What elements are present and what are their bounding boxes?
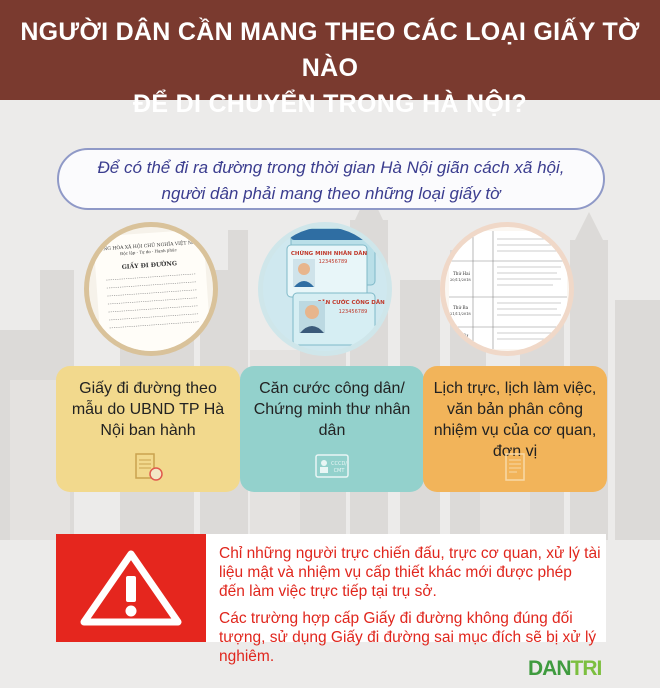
card-id-card-text: Căn cước công dân/ Chứng minh thư nhân d… — [253, 380, 411, 439]
card-id-card: Căn cước công dân/ Chứng minh thư nhân d… — [240, 366, 424, 492]
warning-paragraph-1: Chỉ những người trực chiến đấu, trực cơ … — [219, 545, 601, 600]
header-banner: NGƯỜI DÂN CẦN MANG THEO CÁC LOẠI GIẤY TỜ… — [0, 0, 660, 118]
id-card-icon: CCCD/ CMT — [315, 454, 349, 478]
warning-icon-panel — [56, 534, 206, 642]
warning-box: Chỉ những người trực chiến đấu, trực cơ … — [56, 534, 606, 665]
dantri-logo: DANTRI — [528, 657, 603, 680]
warning-triangle-icon — [80, 550, 182, 626]
cccd-title: CĂN CƯỚC CÔNG DÂN — [317, 299, 385, 306]
title-line-2: ĐỂ DI CHUYỂN TRONG HÀ NỘI? — [133, 90, 527, 118]
cccd-number: 123456789 — [339, 309, 368, 315]
schedule-date-2: 21/11/2018 — [450, 312, 471, 316]
logo-part-1: DAN — [528, 657, 571, 680]
card-work-schedule-text: Lịch trực, lịch làm việc, văn bản phân c… — [433, 380, 597, 460]
schedule-day-2: Thứ Ba — [453, 305, 469, 310]
paper-title: GIẤY ĐI ĐƯỜNG — [121, 259, 177, 271]
card-travel-permit: Giấy đi đường theo mẫu do UBND TP Hà Nội… — [56, 366, 240, 492]
paper-motto: Độc lập - Tự do - Hạnh phúc — [120, 247, 178, 256]
logo-part-2: TRI — [570, 657, 603, 680]
document-stamp-icon — [135, 453, 163, 481]
document-icon — [505, 453, 525, 481]
title-line-1: NGƯỜI DÂN CẦN MANG THEO CÁC LOẠI GIẤY TỜ… — [20, 18, 640, 82]
id-cards-image: CHỨNG MINH NHÂN DÂN 123456789 CĂN CƯỚC C… — [258, 222, 392, 356]
travel-permit-image: CỘNG HÒA XÃ HỘI CHỦ NGHĨA VIỆT NAM Độc l… — [84, 222, 218, 356]
id-icon-label-1: CCCD/ — [331, 461, 347, 467]
id-title: CHỨNG MINH NHÂN DÂN — [291, 250, 368, 257]
schedule-date-1: 20/11/2018 — [450, 278, 471, 282]
work-schedule-image: Thứ Hai 20/11/2018 Thứ Ba 21/11/2018 Thứ… — [440, 222, 574, 356]
id-number: 123456789 — [319, 259, 348, 265]
intro-line-2: người dân phải mang theo những loại giấy… — [161, 184, 501, 203]
card-work-schedule: Lịch trực, lịch làm việc, văn bản phân c… — [423, 366, 607, 492]
id-icon-label-2: CMT — [334, 468, 346, 474]
warning-text: Chỉ những người trực chiến đấu, trực cơ … — [219, 544, 601, 674]
schedule-day-1: Thứ Hai — [453, 271, 471, 276]
warning-paragraph-2: Các trường hợp cấp Giấy đi đường không đ… — [219, 610, 597, 665]
intro-line-1: Để có thể đi ra đường trong thời gian Hà… — [97, 158, 565, 177]
card-travel-permit-text: Giấy đi đường theo mẫu do UBND TP Hà Nội… — [71, 380, 225, 439]
intro-callout: Để có thể đi ra đường trong thời gian Hà… — [57, 148, 605, 210]
